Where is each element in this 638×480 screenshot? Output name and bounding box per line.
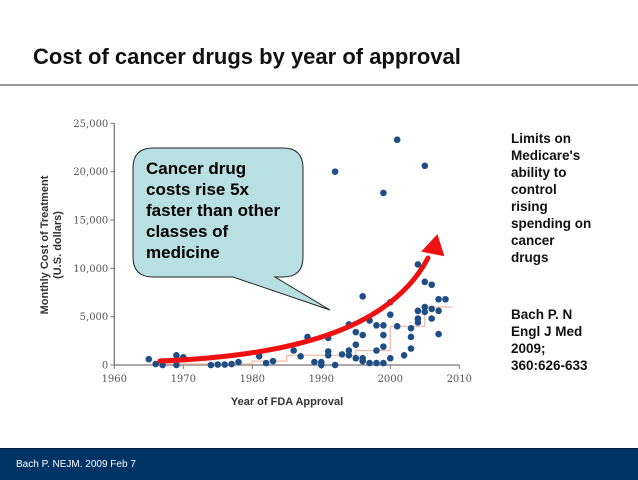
data-point (421, 303, 429, 311)
data-point (414, 261, 422, 268)
y-tick-label: 25,000 (73, 119, 108, 130)
data-point (145, 355, 153, 363)
data-point (442, 295, 449, 303)
data-point (228, 360, 235, 368)
data-point (414, 319, 422, 326)
y-tick-label: 5,000 (80, 312, 109, 323)
callout-bubble (132, 147, 331, 311)
title-divider (0, 84, 638, 86)
data-point (387, 354, 394, 362)
data-point (345, 352, 353, 359)
median-step-line-path (155, 306, 453, 365)
data-point (414, 307, 422, 315)
data-point (435, 330, 442, 338)
data-point (255, 352, 263, 360)
data-point (421, 162, 429, 170)
data-point (262, 359, 270, 367)
trend-arrow (157, 234, 445, 364)
data-point (373, 347, 380, 354)
slide-title: Cost of cancer drugs by year of approval (33, 44, 461, 69)
data-point (338, 351, 346, 358)
y-tick-label: 20,000 (73, 167, 108, 178)
data-point (421, 278, 429, 286)
data-points (145, 136, 449, 369)
data-point (359, 357, 367, 365)
data-point (380, 331, 387, 339)
x-tick-label: 1960 (102, 374, 127, 385)
data-point (393, 323, 401, 330)
y-tick-label: 10,000 (73, 264, 108, 275)
data-point (407, 345, 415, 352)
x-axis-label: Year of FDA Approval (231, 396, 343, 408)
callout-shape (132, 147, 331, 311)
data-point (435, 295, 442, 303)
data-point (235, 358, 242, 366)
data-point (152, 360, 159, 368)
data-point (428, 315, 436, 322)
y-axis-sublabel: (U.S. dollars) (52, 211, 64, 279)
data-point (345, 347, 353, 354)
data-point (393, 136, 401, 144)
data-point (387, 311, 394, 319)
data-point (428, 281, 436, 289)
data-point (324, 352, 332, 359)
data-point (435, 307, 442, 315)
axes: 1960 1970 1980 1990 2000 2010 0 5,000 10,000 15,0… (73, 119, 472, 385)
data-point (428, 305, 436, 313)
x-tick-label: 1970 (171, 374, 196, 385)
y-axis-label: Monthly Cost of Treatment (39, 175, 51, 314)
data-point (380, 359, 387, 367)
data-point (331, 168, 339, 175)
callout-text: Cancer drug costs rise 5x faster than ot… (146, 159, 281, 262)
data-point (366, 359, 373, 367)
x-tick-label: 2010 (447, 374, 472, 385)
data-point (269, 357, 277, 365)
x-tick-label: 1990 (309, 374, 334, 385)
data-point (311, 358, 318, 366)
y-tick-label: 15,000 (73, 215, 108, 226)
data-point (207, 361, 215, 369)
data-point (421, 308, 429, 316)
y-tick-label: 0 (102, 361, 108, 372)
data-point (400, 352, 408, 359)
data-point (407, 324, 415, 332)
citation: Bach P. N Engl J Med 2009; 360:626-633 (511, 307, 588, 373)
data-point (318, 361, 325, 369)
data-point (380, 343, 387, 350)
data-point (380, 322, 387, 329)
data-point (373, 322, 380, 329)
data-point (297, 352, 304, 360)
trend-arrow-curve (157, 255, 431, 364)
data-point (359, 293, 367, 300)
data-point (352, 328, 360, 336)
data-point (359, 331, 367, 339)
data-point (290, 347, 298, 354)
x-tick-label: 2000 (378, 374, 403, 385)
footer-bar: Bach P. NEJM. 2009 Feb 7 (0, 448, 638, 480)
data-point (173, 361, 180, 369)
data-point (221, 361, 228, 368)
data-point (407, 333, 415, 341)
side-note: Limits on Medicare's ability to control … (511, 131, 592, 265)
median-step-line (155, 306, 453, 365)
trend-arrow-head (421, 234, 445, 257)
data-point (173, 352, 180, 359)
x-tick-label: 1980 (240, 374, 265, 385)
data-point (214, 361, 222, 368)
data-point (380, 189, 387, 197)
data-point (331, 361, 339, 369)
footer-text: Bach P. NEJM. 2009 Feb 7 (16, 459, 136, 470)
data-point (352, 341, 360, 348)
data-point (373, 359, 380, 367)
data-point (352, 354, 360, 362)
